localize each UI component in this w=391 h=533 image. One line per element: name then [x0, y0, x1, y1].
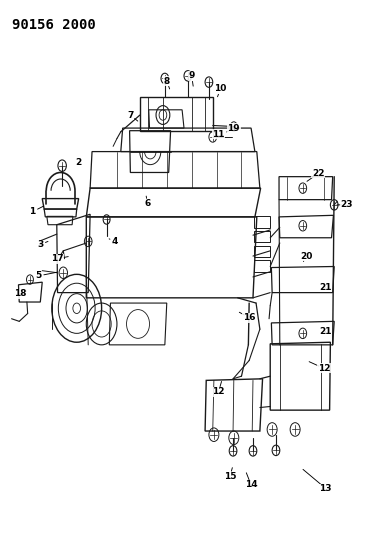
- Text: 3: 3: [37, 240, 43, 249]
- Text: 10: 10: [214, 84, 227, 93]
- Text: 12: 12: [212, 387, 225, 397]
- Text: 21: 21: [319, 327, 332, 336]
- Text: 23: 23: [341, 200, 353, 209]
- Text: 6: 6: [145, 199, 151, 208]
- Text: 8: 8: [164, 77, 170, 86]
- Text: 14: 14: [245, 480, 257, 489]
- Text: 12: 12: [317, 364, 330, 373]
- Text: 7: 7: [127, 110, 134, 119]
- Text: 22: 22: [312, 169, 325, 178]
- Text: 21: 21: [319, 283, 332, 292]
- Text: 9: 9: [188, 71, 195, 80]
- Text: 90156 2000: 90156 2000: [12, 19, 95, 33]
- Text: 19: 19: [228, 124, 240, 133]
- Text: 15: 15: [224, 472, 236, 481]
- Text: 18: 18: [14, 289, 26, 298]
- Text: 20: 20: [300, 252, 313, 261]
- Text: 1: 1: [30, 207, 36, 216]
- Text: 5: 5: [35, 271, 41, 280]
- Text: 17: 17: [51, 254, 64, 263]
- Text: 2: 2: [75, 158, 82, 166]
- Text: 13: 13: [319, 484, 332, 493]
- Text: 16: 16: [243, 313, 255, 322]
- Text: 11: 11: [212, 130, 225, 139]
- Text: 4: 4: [112, 237, 118, 246]
